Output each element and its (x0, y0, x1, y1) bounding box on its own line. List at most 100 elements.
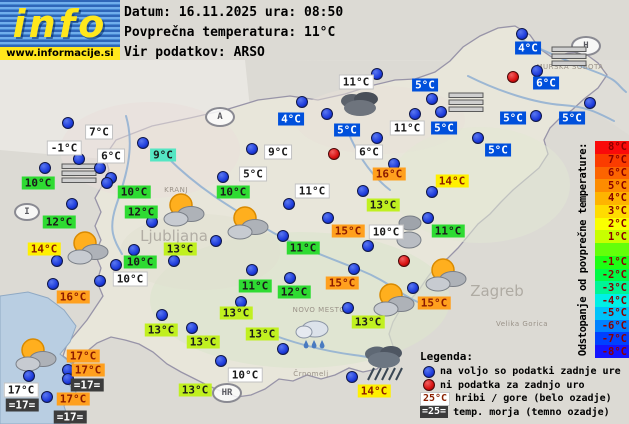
fog-icon (61, 163, 98, 188)
station-dot (210, 235, 222, 247)
red-station-dot-icon (423, 379, 435, 392)
station-dot (94, 275, 106, 287)
city-label: Velika Gorica (495, 320, 549, 328)
city-label: Črnomelj (293, 370, 329, 378)
temp-label: 5°C (485, 143, 511, 157)
temp-label: 5°C (500, 111, 526, 125)
station-dot (435, 106, 447, 118)
scale-cell (595, 243, 629, 256)
deviation-scale-title: Odstopanje od povprečne temperature: (577, 142, 589, 357)
station-dot (422, 212, 434, 224)
station-dot (284, 272, 296, 284)
city-label: Ljubljana (140, 227, 208, 245)
station-dot (531, 65, 543, 77)
station-dot (47, 278, 59, 290)
scale-cell: 2°C (595, 217, 629, 231)
fog-icon (448, 92, 485, 117)
temp-label: 11°C (238, 279, 272, 293)
temp-label: 13°C (186, 335, 220, 349)
station-dot (371, 132, 383, 144)
station-dot (66, 198, 78, 210)
sea-temp-label-sample: =25= (420, 406, 449, 419)
temp-label: 14°C (27, 242, 61, 256)
scale-cell: -5°C (595, 306, 629, 320)
scale-cell: -7°C (595, 332, 629, 346)
temp-label: 4°C (278, 112, 304, 126)
scale-cell: 3°C (595, 204, 629, 218)
temp-label: 10°C (216, 185, 250, 199)
temp-label: 9°C (150, 148, 176, 162)
station-dot (296, 96, 308, 108)
legend-item-data-available: na voljo so podatki zadnje ure (420, 365, 629, 379)
station-dot (322, 212, 334, 224)
temp-label: 10°C (123, 255, 157, 269)
dark-cloud-icon (337, 90, 381, 122)
deviation-color-scale: 8°C 7°C 6°C 5°C 4°C 3°C 2°C 1°C -1°C -2°C -3°C -4°C… (595, 141, 629, 359)
temp-label: 17°C (66, 349, 100, 363)
site-logo[interactable]: info (0, 0, 120, 47)
city-label: Zagreb (470, 282, 524, 300)
station-dot (283, 198, 295, 210)
fog-icon (551, 46, 588, 71)
station-dot-no-data (507, 71, 519, 83)
sun-cloud-icon (422, 255, 468, 299)
country-sign-hr: HR (212, 383, 242, 403)
station-dot (357, 185, 369, 197)
scale-cell: -2°C (595, 268, 629, 282)
legend-item-mountains: 25°C hribi / gore (belo ozadje) (420, 391, 629, 406)
site-url-link[interactable]: www.informacije.si (0, 47, 120, 60)
temp-label: 5°C (431, 121, 457, 135)
temp-label: 17°C (71, 363, 105, 377)
city-label: KRANJ (164, 186, 188, 194)
site-logo-text: info (12, 1, 108, 46)
temp-label: 13°C (144, 323, 178, 337)
temp-label: 4°C (515, 41, 541, 55)
station-dot (362, 240, 374, 252)
station-dot (277, 230, 289, 242)
station-dot (246, 264, 258, 276)
temp-label: 14°C (357, 384, 391, 398)
mountain-label-sample: 25°C (420, 391, 451, 406)
station-dot (348, 263, 360, 275)
scale-cell: 5°C (595, 179, 629, 193)
station-dot (342, 302, 354, 314)
city-label: NOVO MESTO (292, 306, 346, 314)
station-dot (409, 108, 421, 120)
temp-label: 10°C (227, 367, 263, 383)
scale-cell: -1°C (595, 255, 629, 269)
sun-cloud-icon (224, 203, 270, 247)
temp-label: 11°C (294, 183, 330, 199)
temp-label: 16°C (56, 290, 90, 304)
station-dot (39, 162, 51, 174)
temp-label: =17= (5, 398, 39, 412)
temp-label: 13°C (351, 315, 385, 329)
sun-cloud-icon (160, 190, 206, 234)
header-data-source-line: Vir podatkov: ARSO (124, 45, 265, 60)
temp-label: 12°C (277, 285, 311, 299)
station-dot-no-data (398, 255, 410, 267)
scale-cell: -4°C (595, 294, 629, 307)
temp-label: 14°C (435, 174, 469, 188)
station-dot (407, 282, 419, 294)
temp-label: 16°C (372, 167, 406, 181)
temp-label: 15°C (331, 224, 365, 238)
temp-label: 5°C (412, 78, 438, 92)
legend-item-no-data: ni podatka za zadnjo uro (420, 379, 629, 393)
station-dot (62, 117, 74, 129)
temp-label: 10°C (117, 185, 151, 199)
station-dot (137, 137, 149, 149)
map-header: Datum: 16.11.2025 ura: 08:50 Povprečna t… (124, 3, 343, 63)
station-dot (584, 97, 596, 109)
station-dot (371, 68, 383, 80)
temp-label: 6°C (97, 148, 125, 164)
station-dot-no-data (328, 148, 340, 160)
blue-station-dot-icon (423, 365, 435, 378)
station-dot (246, 143, 258, 155)
temp-label: 10°C (368, 224, 404, 240)
temp-label: 9°C (264, 144, 292, 160)
station-dot (277, 343, 289, 355)
temp-label: 11°C (286, 241, 320, 255)
scale-cell: 4°C (595, 192, 629, 205)
